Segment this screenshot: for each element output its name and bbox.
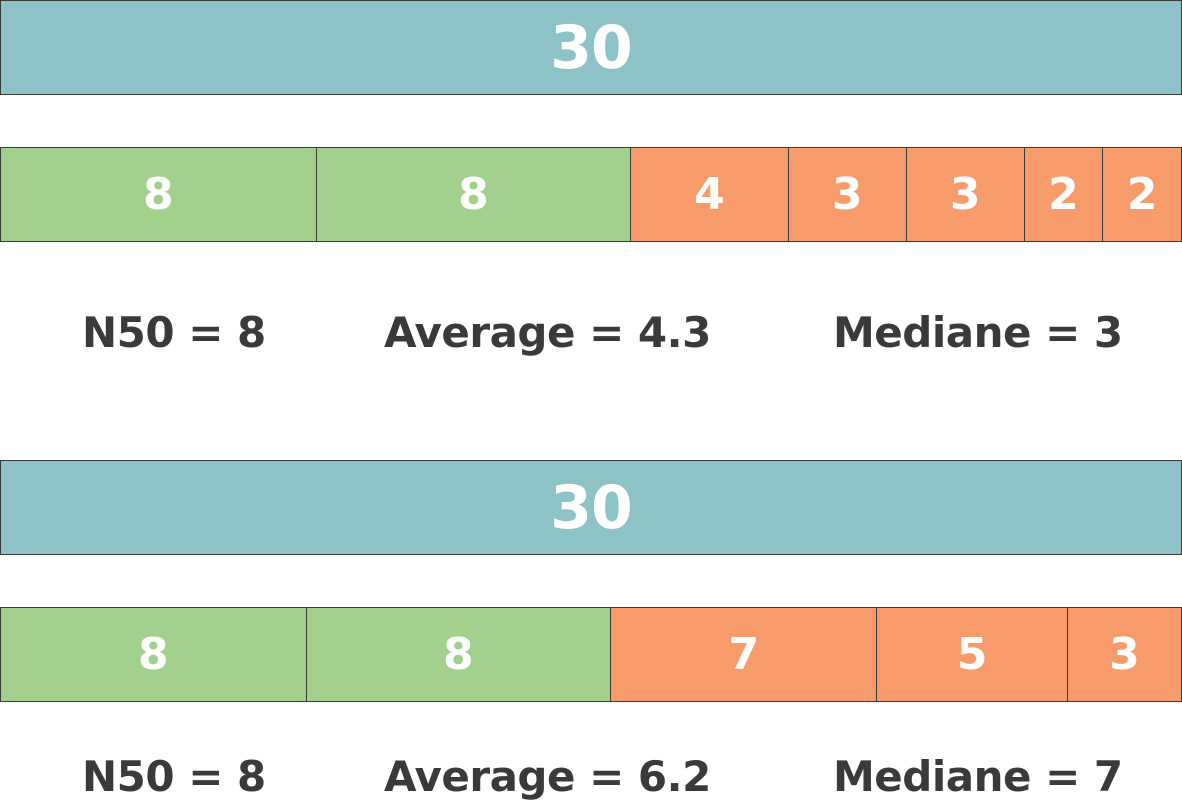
segment-1-3: 4 bbox=[630, 148, 788, 241]
n50-stat-2: N50 = 8 bbox=[82, 752, 266, 801]
average-stat-1: Average = 4.3 bbox=[384, 308, 711, 357]
total-bar-1: 30 bbox=[0, 0, 1182, 95]
total-label-1: 30 bbox=[550, 12, 632, 83]
total-bar-2: 30 bbox=[0, 460, 1182, 555]
segment-2-2: 8 bbox=[305, 608, 611, 701]
segment-2-5: 3 bbox=[1066, 608, 1181, 701]
segment-1-2: 8 bbox=[315, 148, 631, 241]
n50-stat-1: N50 = 8 bbox=[82, 308, 266, 357]
total-label-2: 30 bbox=[550, 472, 632, 543]
average-stat-2: Average = 6.2 bbox=[384, 752, 711, 801]
median-stat-2: Mediane = 7 bbox=[833, 752, 1123, 801]
segment-1-7: 2 bbox=[1102, 148, 1181, 241]
median-stat-1: Mediane = 3 bbox=[833, 308, 1123, 357]
segment-1-4: 3 bbox=[787, 148, 906, 241]
segment-1-6: 2 bbox=[1023, 148, 1103, 241]
segment-2-1: 8 bbox=[1, 608, 306, 701]
segment-1-5: 3 bbox=[905, 148, 1024, 241]
segment-2-3: 7 bbox=[610, 608, 877, 701]
segment-2-4: 5 bbox=[876, 608, 1067, 701]
segment-1-1: 8 bbox=[1, 148, 316, 241]
